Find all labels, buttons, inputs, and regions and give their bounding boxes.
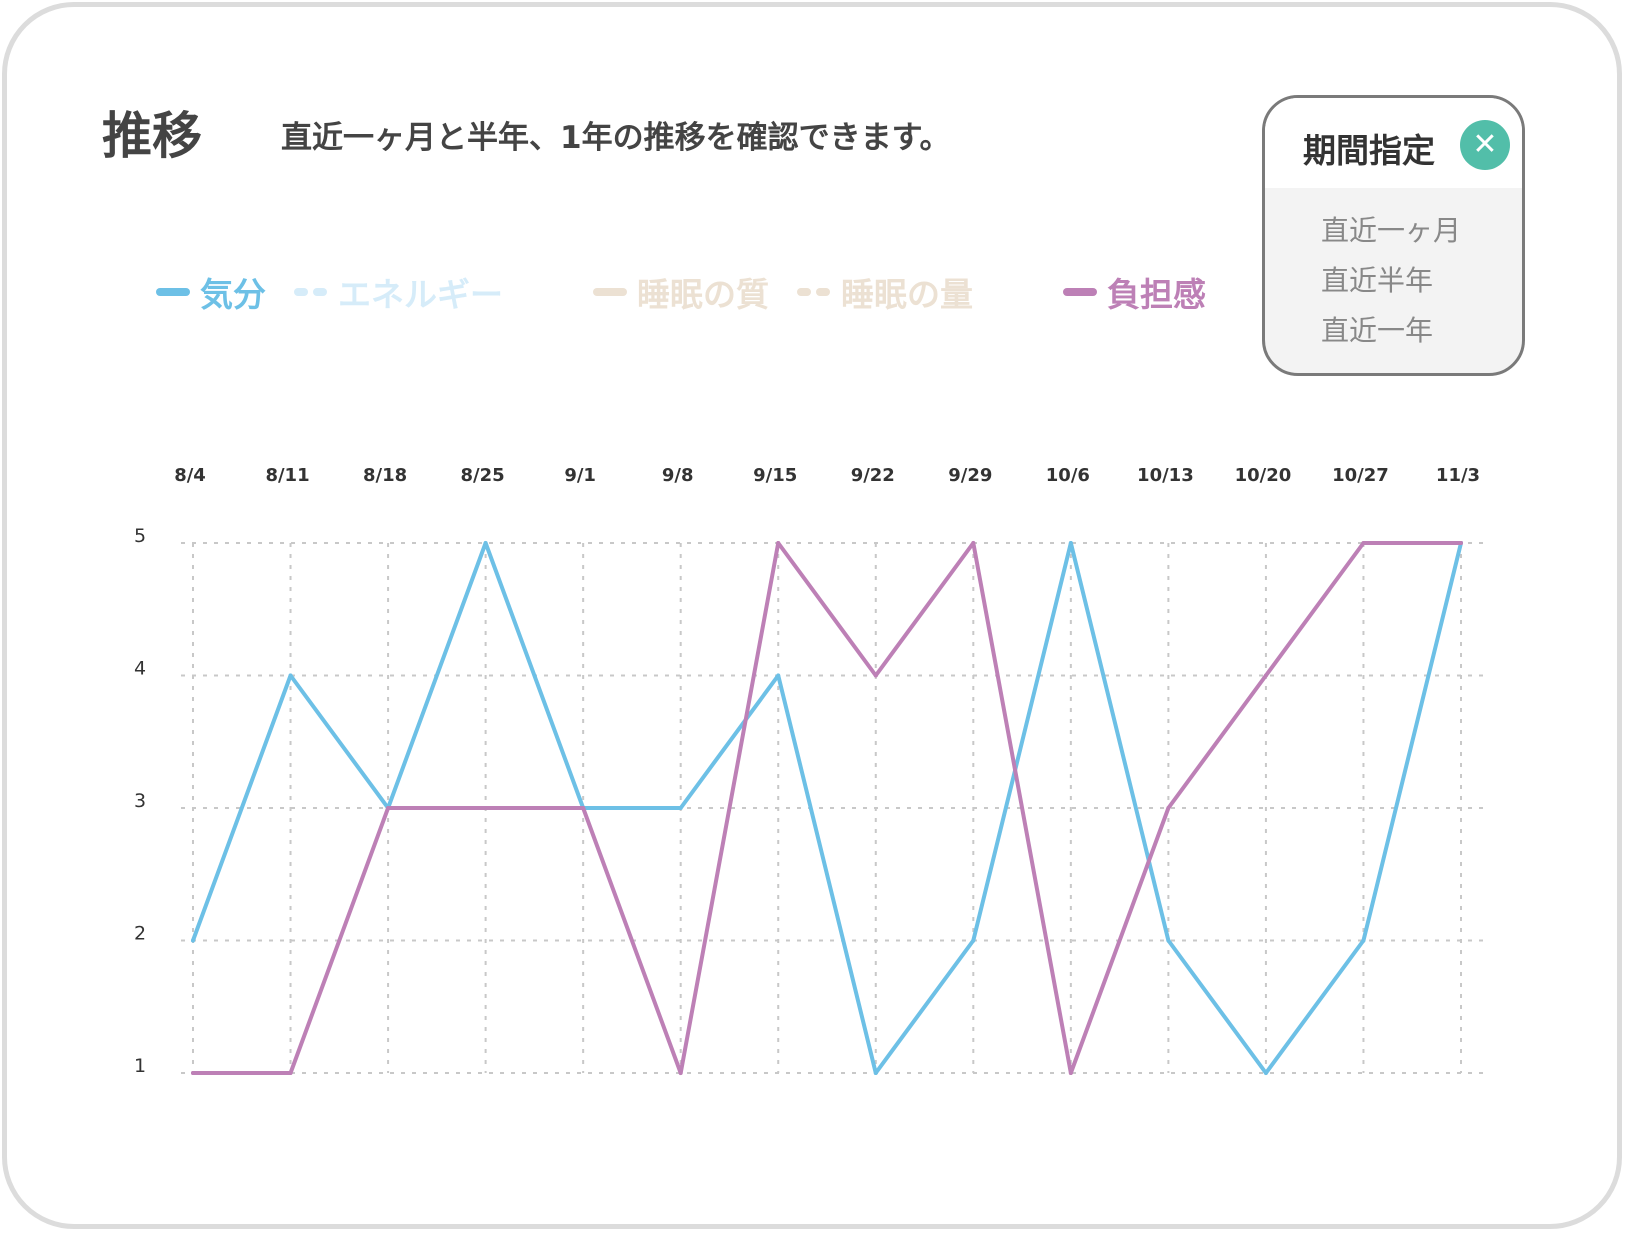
x-tick-label: 10/13 [1137, 465, 1194, 486]
data-point [1263, 1071, 1268, 1075]
page-title: 推移 [102, 107, 202, 165]
legend-swatch [156, 288, 190, 296]
x-tick-label: 10/6 [1046, 465, 1090, 486]
legend-label: エネルギー [338, 275, 503, 314]
x-tick-label: 8/18 [363, 465, 407, 486]
data-point [191, 1071, 195, 1075]
popup-title: 期間指定 [1303, 131, 1435, 170]
y-tick-label: 4 [134, 658, 146, 680]
data-point [288, 1071, 293, 1075]
x-tick-label: 9/29 [948, 465, 992, 486]
y-tick-label: 5 [134, 525, 146, 547]
chart-legend: 気分 エネルギー 睡眠の質 睡眠の量 負担感 [156, 270, 1234, 314]
x-tick-label: 9/22 [851, 465, 895, 486]
data-point [1068, 541, 1073, 545]
x-tick-label: 10/27 [1332, 465, 1389, 486]
legend-label: 睡眠の質 [637, 275, 769, 314]
legend-swatch [294, 288, 328, 296]
x-tick-label: 9/1 [564, 465, 596, 486]
series-line-0 [191, 541, 1463, 1075]
data-point [873, 1071, 878, 1075]
data-point [1068, 1071, 1073, 1075]
x-tick-label: 8/4 [174, 465, 206, 486]
legend-item[interactable]: 気分 [156, 268, 266, 316]
data-point [971, 938, 976, 943]
x-tick-label: 9/15 [753, 465, 797, 486]
period-option-half-year[interactable]: 直近半年 [1321, 264, 1434, 297]
legend-item[interactable]: エネルギー [294, 268, 503, 316]
data-point [581, 806, 586, 810]
data-point [483, 806, 488, 810]
data-point [776, 673, 781, 678]
data-point [1361, 541, 1366, 545]
data-point [483, 541, 488, 545]
legend-swatch [593, 288, 627, 296]
page-subtitle: 直近一ヶ月と半年、1年の推移を確認できます。 [281, 120, 951, 156]
data-point [288, 673, 293, 678]
data-point [1263, 673, 1268, 678]
legend-item[interactable]: 負担感 [1063, 268, 1206, 316]
y-tick-label: 2 [134, 923, 146, 945]
period-option-month[interactable]: 直近一ヶ月 [1321, 214, 1462, 247]
data-point [1361, 938, 1366, 943]
period-selector-popup: 期間指定 ✕ 直近一ヶ月 直近半年 直近一年 [1262, 95, 1525, 376]
y-tick-label: 1 [134, 1055, 146, 1077]
data-point [386, 806, 391, 810]
legend-label: 睡眠の量 [841, 275, 973, 314]
popup-header: 期間指定 ✕ [1265, 98, 1522, 188]
legend-item[interactable]: 睡眠の量 [797, 268, 973, 316]
close-icon[interactable]: ✕ [1460, 120, 1510, 170]
legend-item[interactable]: 睡眠の質 [593, 268, 769, 316]
series-line-1 [191, 541, 1463, 1075]
data-point [191, 938, 195, 943]
data-point [776, 541, 781, 545]
data-point [678, 806, 683, 810]
x-tick-label: 10/20 [1235, 465, 1292, 486]
x-tick-label: 9/8 [662, 465, 694, 486]
data-point [971, 541, 976, 545]
legend-swatch [797, 288, 831, 296]
legend-label: 負担感 [1107, 275, 1206, 314]
x-tick-label: 8/25 [461, 465, 505, 486]
period-option-year[interactable]: 直近一年 [1321, 314, 1434, 347]
x-tick-label: 8/11 [265, 465, 309, 486]
data-point [1459, 541, 1463, 545]
data-point [1166, 938, 1171, 943]
data-point [1166, 806, 1171, 810]
data-point [678, 1071, 683, 1075]
x-tick-label: 11/3 [1436, 465, 1480, 486]
legend-swatch [1063, 288, 1097, 296]
y-tick-label: 3 [134, 790, 146, 812]
data-point [873, 673, 878, 678]
legend-label: 気分 [200, 275, 266, 314]
